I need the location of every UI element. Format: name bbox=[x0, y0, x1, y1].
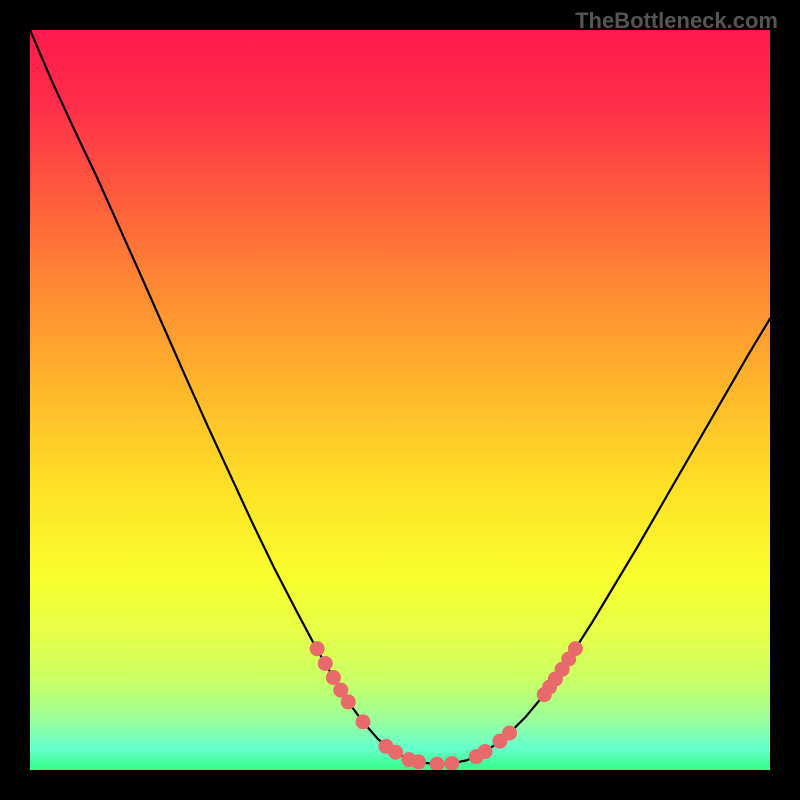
chart-container: TheBottleneck.com bbox=[0, 0, 800, 800]
data-marker bbox=[326, 670, 341, 685]
data-marker bbox=[388, 745, 403, 760]
data-marker bbox=[411, 754, 426, 769]
watermark-text: TheBottleneck.com bbox=[575, 8, 778, 34]
data-marker bbox=[444, 756, 459, 770]
data-marker bbox=[430, 757, 445, 770]
data-marker bbox=[318, 656, 333, 671]
data-marker bbox=[310, 641, 325, 656]
data-marker bbox=[568, 641, 583, 656]
plot-area bbox=[30, 30, 770, 770]
data-marker bbox=[356, 714, 371, 729]
markers-layer bbox=[30, 30, 770, 770]
data-marker bbox=[341, 694, 356, 709]
data-marker bbox=[502, 726, 517, 741]
data-marker bbox=[478, 744, 493, 759]
